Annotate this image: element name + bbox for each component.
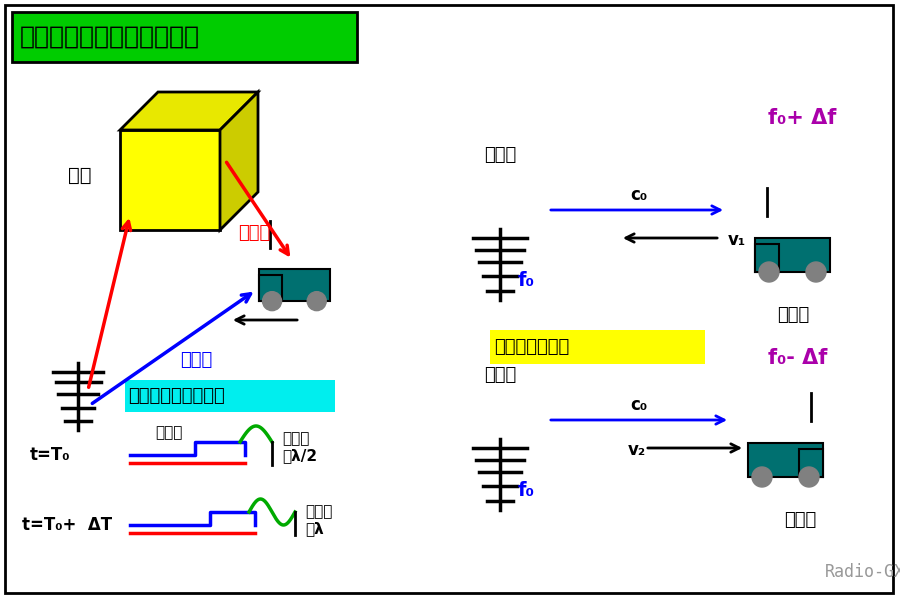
Text: 経路差
＝λ: 経路差 ＝λ: [305, 504, 332, 536]
Text: f₀: f₀: [518, 271, 535, 289]
Text: 反射波: 反射波: [238, 224, 270, 242]
Polygon shape: [120, 130, 220, 230]
Circle shape: [752, 467, 772, 487]
FancyBboxPatch shape: [259, 275, 282, 301]
Text: 干渉形フェージング: 干渉形フェージング: [128, 387, 225, 405]
Text: 経路長: 経路長: [155, 425, 183, 440]
Text: 建物: 建物: [68, 166, 92, 185]
FancyBboxPatch shape: [490, 330, 705, 364]
Circle shape: [799, 467, 819, 487]
Circle shape: [759, 262, 779, 282]
Text: c₀: c₀: [630, 186, 647, 204]
Text: 直接波: 直接波: [180, 351, 212, 369]
FancyBboxPatch shape: [5, 5, 893, 593]
FancyBboxPatch shape: [125, 380, 335, 412]
Circle shape: [263, 292, 282, 311]
Text: 移動体との通信と伝搬現象: 移動体との通信と伝搬現象: [20, 25, 200, 49]
Polygon shape: [120, 92, 258, 130]
Text: 経路差
＝λ/2: 経路差 ＝λ/2: [282, 431, 317, 463]
Text: f₀- Δf: f₀- Δf: [768, 348, 827, 368]
Polygon shape: [220, 92, 258, 230]
Text: v₁: v₁: [728, 231, 746, 249]
Text: f₀: f₀: [518, 481, 535, 499]
Text: 受信点: 受信点: [777, 306, 809, 324]
FancyBboxPatch shape: [748, 443, 823, 477]
Text: t=T₀+  ΔT: t=T₀+ ΔT: [22, 516, 112, 534]
Circle shape: [806, 262, 826, 282]
Text: c₀: c₀: [630, 396, 647, 414]
FancyBboxPatch shape: [259, 269, 330, 301]
FancyBboxPatch shape: [799, 449, 823, 477]
FancyBboxPatch shape: [755, 238, 830, 272]
Text: 送信点: 送信点: [484, 366, 516, 384]
Text: f₀+ Δf: f₀+ Δf: [768, 108, 836, 128]
Text: Radio-GXK: Radio-GXK: [825, 563, 900, 581]
Text: 送信点: 送信点: [484, 146, 516, 164]
FancyBboxPatch shape: [755, 244, 779, 272]
Text: v₂: v₂: [628, 441, 646, 459]
Text: ドップラー効果: ドップラー効果: [494, 338, 569, 356]
Circle shape: [307, 292, 326, 311]
Text: 受信点: 受信点: [784, 511, 816, 529]
Text: t=T₀: t=T₀: [30, 446, 70, 464]
FancyBboxPatch shape: [12, 12, 357, 62]
